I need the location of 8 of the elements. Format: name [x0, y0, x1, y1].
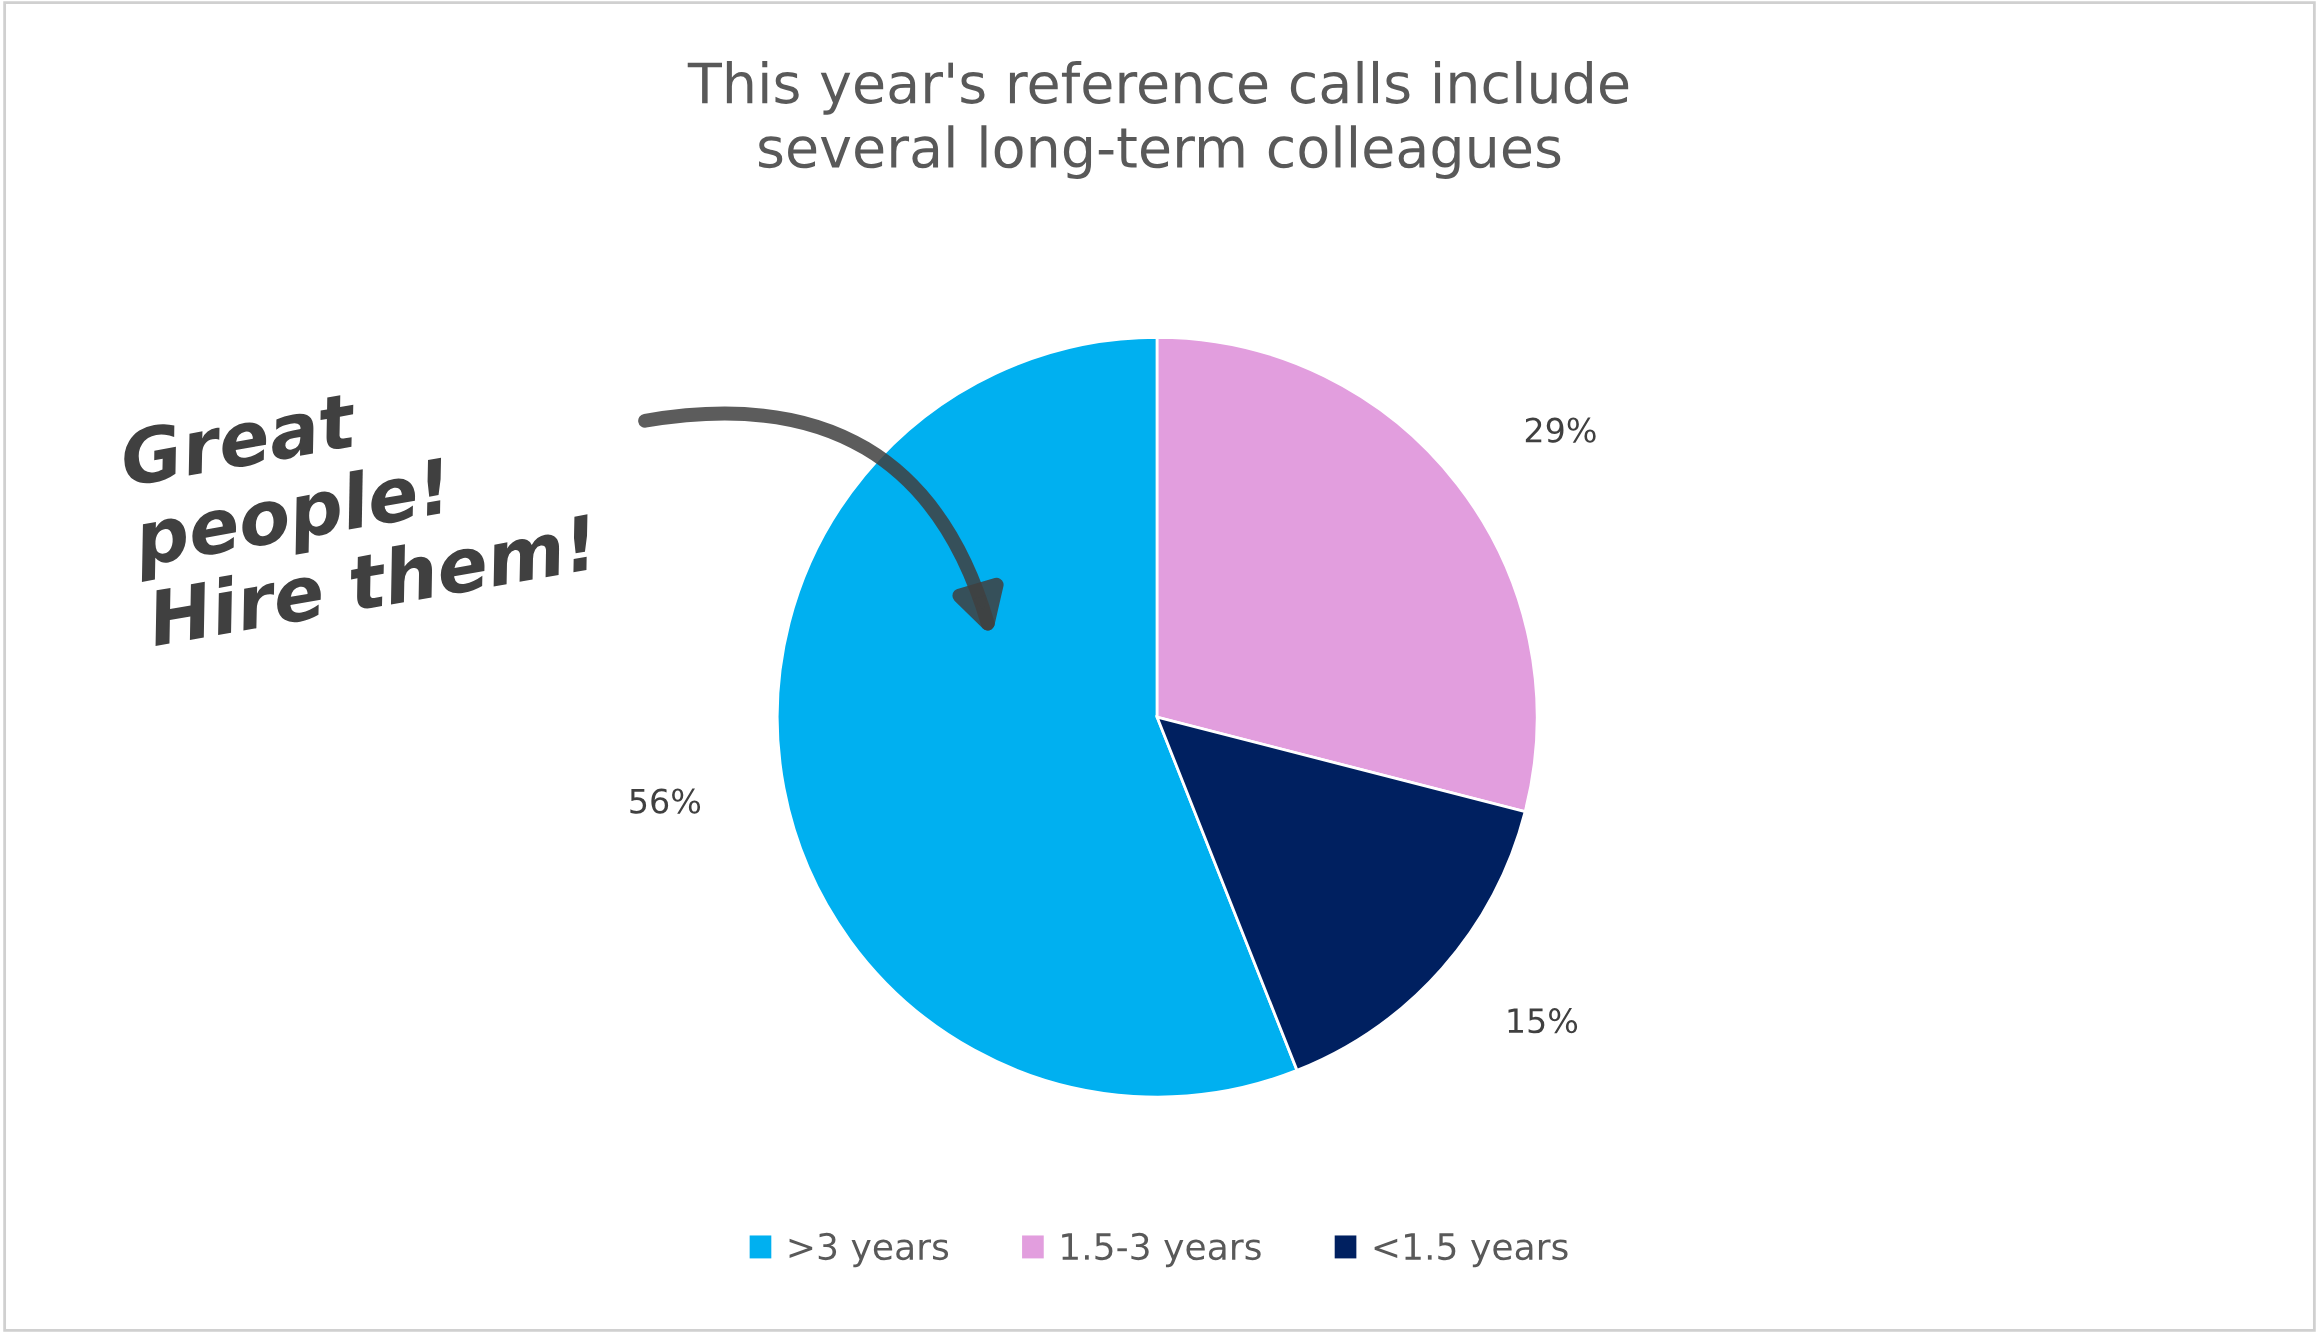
data-label: 15%	[1508, 1008, 1578, 1034]
chart-title: This year's reference calls include several long-term colleagues	[687, 60, 1629, 180]
text: Great people! Hire them!	[118, 390, 598, 648]
legend-label: <1.5 years	[1374, 1233, 1568, 1268]
data-label: 29%	[1525, 417, 1596, 443]
legend-label: 1.5-3 years	[1062, 1232, 1261, 1268]
data-label: 56%	[630, 788, 701, 814]
legend-label: >3 years	[789, 1232, 949, 1268]
